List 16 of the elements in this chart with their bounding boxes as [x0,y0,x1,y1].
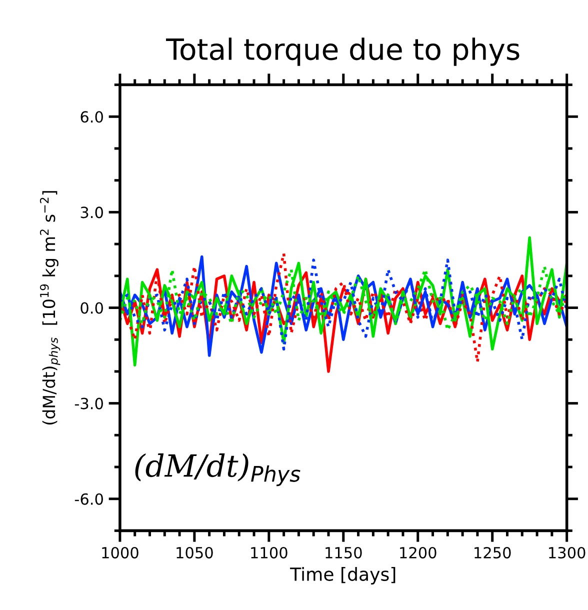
x-axis-title: Time [days] [290,567,396,584]
y-tick-label: -6.0 [74,493,103,505]
annotation: (dM/dt)$_{Phys}$ [135,453,300,486]
y-tick-label: -3.0 [74,398,103,410]
y-tick-label: 0.0 [80,302,103,314]
x-tick-label: 1000 [102,546,138,558]
y-tick-label: 3.0 [80,206,103,218]
chart-title: Total torque due to phys [166,38,520,66]
x-tick-label: 1100 [251,546,288,558]
x-tick-label: 1050 [176,546,213,558]
x-tick-label: 1150 [326,546,362,558]
x-tick-label: 1300 [549,546,586,558]
x-tick-label: 1250 [474,546,511,558]
x-tick-label: 1200 [400,546,436,558]
text: (dM/dt)$_{phys}$ [10$^{19}$ kg m$^{2}$ s$^{−2}$] [40,191,60,424]
y-tick-label: 6.0 [80,111,103,123]
